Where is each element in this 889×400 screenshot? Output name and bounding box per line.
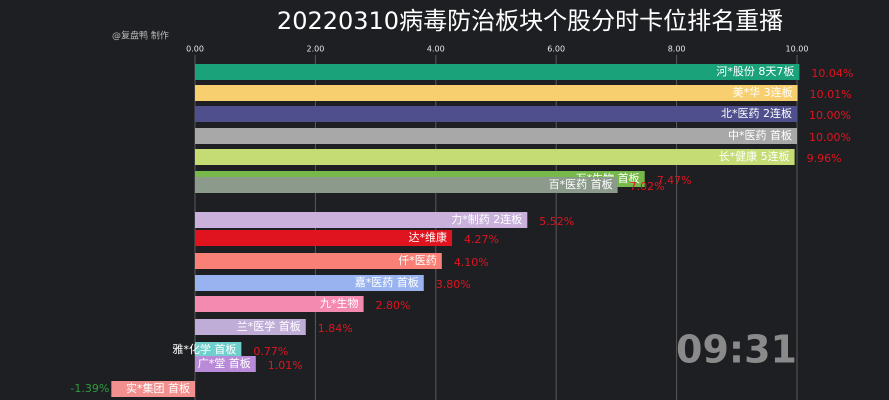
bar — [195, 319, 306, 335]
bar-label: 达*维康 — [409, 230, 448, 244]
value-label: 9.96% — [807, 152, 842, 165]
bar — [195, 85, 798, 101]
bar — [195, 106, 797, 122]
bar — [195, 230, 453, 246]
bar-label: 实*集团 首板 — [126, 381, 190, 395]
value-label: 1.84% — [318, 322, 353, 335]
bar — [195, 342, 242, 358]
bar — [195, 356, 256, 372]
bar-label: 力*制药 2连板 — [451, 212, 522, 226]
watermark: @复盘鸭 制作 — [112, 30, 169, 42]
bar-label: 河*股份 8天7板 — [716, 64, 794, 78]
bar-label: 九*生物 — [320, 296, 359, 310]
value-label: 7.02% — [630, 180, 665, 193]
bar-label: 长*健康 5连板 — [719, 149, 790, 163]
value-label: 4.27% — [464, 233, 499, 246]
value-label: 10.00% — [809, 131, 851, 144]
value-label: 7.47% — [657, 174, 692, 187]
bar-label: 美*华 3连板 — [733, 85, 793, 99]
x-tick-label: 4.00 — [427, 45, 445, 54]
x-tick-label: 0.00 — [186, 45, 204, 54]
bar — [111, 381, 195, 397]
bar-label: 广*堂 首板 — [198, 356, 251, 370]
bar-label: 百*医药 首板 — [549, 177, 613, 191]
value-label: 0.77% — [253, 345, 288, 358]
bar-label: 雅*化学 首板 — [172, 342, 236, 356]
x-tick-label: 6.00 — [547, 45, 565, 54]
value-label: 10.01% — [810, 88, 852, 101]
value-label: -1.39% — [70, 382, 109, 395]
bar — [195, 296, 364, 312]
value-label: 5.52% — [539, 215, 574, 228]
value-label: 10.00% — [809, 109, 851, 122]
chart-title: 20220310病毒防治板块个股分时卡位排名重播 — [277, 7, 783, 35]
value-label: 4.10% — [454, 256, 489, 269]
bar — [195, 64, 800, 80]
bar — [195, 149, 795, 165]
bar — [195, 128, 797, 144]
bar-label: 仟*医药 — [398, 254, 437, 267]
time-label: 09:31 — [676, 328, 797, 372]
bar-label: 兰*医学 首板 — [237, 319, 301, 333]
bar-label: 中*医药 首板 — [728, 128, 792, 142]
bar — [195, 253, 442, 269]
x-tick-label: 2.00 — [306, 45, 324, 54]
bar-label: 嘉*医药 首板 — [355, 275, 419, 289]
bar — [195, 177, 618, 193]
x-tick-label: 10.00 — [786, 45, 809, 54]
x-tick-label: 8.00 — [668, 45, 686, 54]
bar-label: 北*医药 2连板 — [721, 106, 792, 120]
bar — [195, 212, 528, 228]
value-label: 3.80% — [436, 278, 471, 291]
value-label: 1.01% — [268, 359, 303, 372]
value-label: 2.80% — [376, 299, 411, 312]
value-label: 10.04% — [811, 67, 853, 80]
bar — [195, 275, 424, 291]
